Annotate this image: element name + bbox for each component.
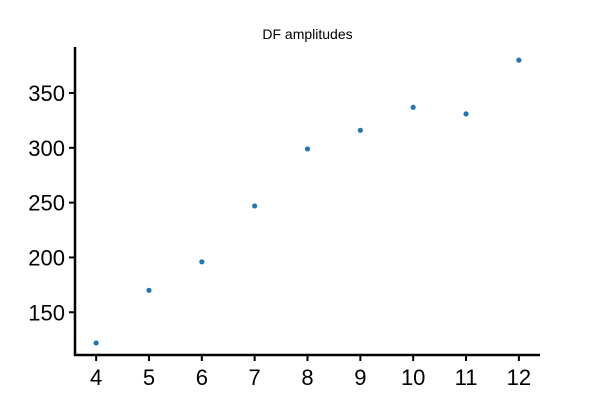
y-tick-label: 150 [28,300,65,325]
x-tick-label: 9 [354,365,366,390]
y-tick-label: 300 [28,136,65,161]
data-point [410,104,416,110]
plot-area: 150 200 250 300 350 4 5 6 7 8 9 10 11 12 [28,47,540,390]
x-tick-label: 5 [143,365,155,390]
x-tick-label: 6 [196,365,208,390]
data-point [463,111,469,117]
data-point [199,259,205,265]
data-point [252,203,258,209]
x-tick-label: 10 [401,365,425,390]
x-tick-label: 4 [90,365,102,390]
y-tick-label: 350 [28,81,65,106]
data-point [357,127,363,133]
x-tick-label: 11 [455,365,478,390]
data-point [146,287,152,293]
y-axis-ticks: 150 200 250 300 350 [28,81,75,325]
x-tick-label: 8 [301,365,313,390]
x-tick-label: 7 [249,365,261,390]
data-point [304,146,311,152]
data-point [516,57,522,63]
data-point [93,340,99,346]
x-tick-label: 12 [507,365,531,390]
chart-title: DF amplitudes [262,26,352,42]
x-axis-ticks: 4 5 6 7 8 9 10 11 12 [90,355,531,390]
data-points [93,57,522,346]
y-tick-label: 200 [28,245,65,270]
y-tick-label: 250 [28,191,65,216]
